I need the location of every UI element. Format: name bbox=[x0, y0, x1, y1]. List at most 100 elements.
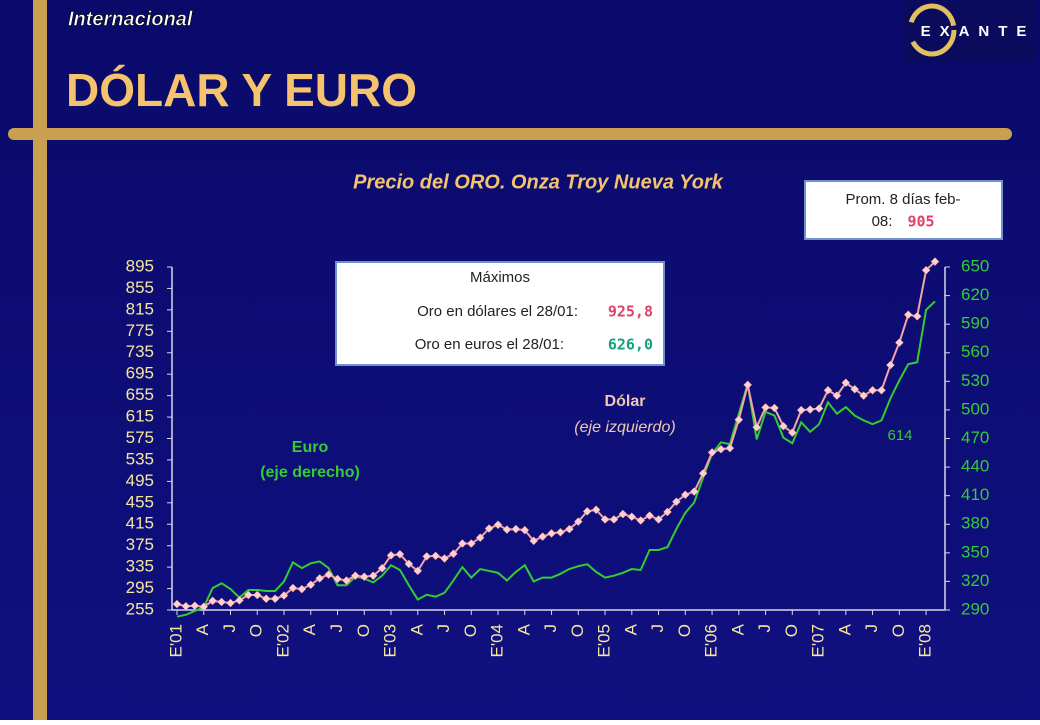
x-tick-label: A bbox=[193, 623, 212, 635]
marker bbox=[680, 490, 690, 500]
marker bbox=[190, 601, 200, 611]
marker bbox=[877, 385, 886, 395]
x-tick-label: J bbox=[541, 624, 560, 633]
y2-tick-label: 410 bbox=[961, 485, 989, 504]
y2-tick-label: 350 bbox=[961, 542, 989, 561]
y-tick-label: 455 bbox=[126, 492, 154, 511]
chart-title: Precio del ORO. Onza Troy Nueva York bbox=[353, 171, 724, 193]
line-series bbox=[176, 300, 936, 618]
marker bbox=[859, 391, 869, 400]
marker bbox=[814, 404, 824, 413]
marker bbox=[618, 509, 628, 519]
marker bbox=[805, 405, 815, 414]
marker bbox=[226, 598, 235, 608]
marker bbox=[600, 515, 610, 524]
marker bbox=[333, 574, 342, 584]
marker bbox=[868, 385, 877, 395]
marker bbox=[243, 590, 253, 600]
marker bbox=[217, 597, 226, 607]
marker bbox=[609, 515, 619, 524]
marker bbox=[350, 571, 360, 581]
annotation: Euro bbox=[292, 439, 329, 456]
left-bar bbox=[33, 0, 47, 720]
y2-tick-label: 560 bbox=[961, 342, 989, 361]
marker bbox=[787, 428, 797, 437]
average-text: Prom. 8 días feb- bbox=[845, 191, 960, 208]
y-tick-label: 735 bbox=[126, 342, 154, 361]
max-value: 626,0 bbox=[608, 336, 653, 354]
x-tick-label: E'01 bbox=[166, 624, 185, 658]
marker bbox=[431, 551, 440, 561]
y2-tick-label: 530 bbox=[961, 371, 989, 390]
marker bbox=[823, 385, 833, 395]
marker bbox=[761, 403, 770, 412]
marker bbox=[556, 527, 565, 537]
marker bbox=[235, 595, 244, 605]
marker bbox=[707, 448, 717, 457]
marker bbox=[547, 529, 556, 538]
marker bbox=[903, 310, 913, 320]
max-box bbox=[335, 261, 665, 366]
annotation: 614 bbox=[887, 427, 912, 444]
marker bbox=[538, 532, 547, 541]
marker bbox=[199, 602, 209, 612]
marker bbox=[458, 539, 467, 548]
marker bbox=[841, 378, 851, 388]
marker bbox=[930, 257, 940, 266]
y2-tick-label: 620 bbox=[961, 285, 989, 304]
x-tick-label: E'08 bbox=[916, 624, 935, 658]
y-tick-label: 255 bbox=[126, 599, 154, 618]
y-tick-label: 615 bbox=[126, 407, 154, 426]
x-tick-label: J bbox=[862, 624, 881, 633]
marker bbox=[779, 421, 788, 431]
x-tick-label: J bbox=[327, 624, 346, 633]
marker bbox=[520, 525, 530, 535]
marker bbox=[663, 507, 672, 517]
max-label: Oro en dólares el 28/01: bbox=[417, 303, 578, 320]
slide-title: DÓLAR Y EURO bbox=[66, 64, 417, 116]
average-text: 08: bbox=[872, 213, 893, 230]
marker bbox=[698, 468, 708, 478]
marker bbox=[315, 574, 325, 583]
marker bbox=[886, 360, 895, 370]
y2-tick-label: 380 bbox=[961, 514, 989, 533]
marker bbox=[529, 536, 539, 546]
marker bbox=[672, 497, 681, 507]
marker bbox=[181, 601, 191, 611]
marker bbox=[502, 525, 512, 534]
marker bbox=[734, 415, 744, 425]
x-tick-label: E'07 bbox=[809, 624, 828, 658]
x-tick-label: O bbox=[675, 624, 694, 637]
x-tick-label: A bbox=[835, 623, 854, 635]
marker bbox=[288, 583, 298, 593]
marker bbox=[306, 580, 316, 590]
y-tick-label: 415 bbox=[126, 514, 154, 533]
marker bbox=[208, 596, 218, 606]
marker bbox=[770, 403, 779, 413]
marker bbox=[850, 384, 860, 394]
x-tick-label: E'06 bbox=[702, 624, 721, 658]
y-tick-label: 535 bbox=[126, 449, 154, 468]
marker bbox=[921, 265, 931, 275]
marker bbox=[796, 405, 806, 415]
marker bbox=[279, 591, 289, 600]
x-tick-label: J bbox=[648, 624, 667, 633]
marker bbox=[377, 563, 387, 573]
annotation: Dólar bbox=[605, 393, 646, 410]
x-tick-label: A bbox=[514, 623, 533, 635]
marker bbox=[359, 572, 369, 582]
y-tick-label: 335 bbox=[126, 557, 154, 576]
marker bbox=[645, 511, 654, 521]
x-tick-label: E'04 bbox=[488, 624, 507, 658]
marker bbox=[573, 517, 583, 526]
max-title: Máximos bbox=[470, 269, 530, 286]
annotation: (eje derecho) bbox=[260, 464, 360, 481]
marker bbox=[297, 584, 307, 594]
marker bbox=[894, 338, 904, 347]
y-tick-label: 575 bbox=[126, 428, 154, 447]
y-tick-label: 295 bbox=[126, 578, 154, 597]
marker bbox=[395, 549, 405, 559]
marker bbox=[725, 443, 735, 453]
marker bbox=[413, 566, 423, 576]
